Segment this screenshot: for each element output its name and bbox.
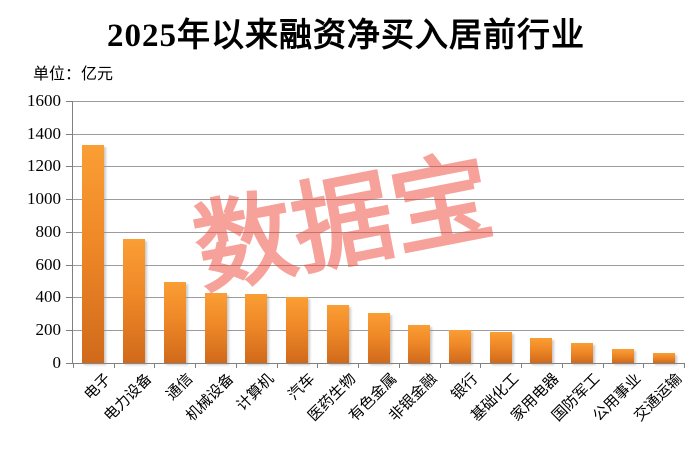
y-axis-label: 1600 bbox=[27, 91, 61, 110]
gridline bbox=[73, 232, 684, 233]
bar-10 bbox=[449, 330, 471, 363]
y-axis-tick bbox=[66, 297, 73, 298]
x-axis-label: 电子 bbox=[81, 370, 115, 404]
x-axis-tick bbox=[317, 363, 318, 368]
bar-7 bbox=[327, 305, 349, 363]
gridline bbox=[73, 265, 684, 266]
x-axis-tick bbox=[480, 363, 481, 368]
gridline bbox=[73, 166, 684, 167]
y-axis-tick bbox=[66, 101, 73, 102]
y-axis-tick bbox=[66, 134, 73, 135]
y-axis-label: 0 bbox=[52, 353, 62, 372]
x-axis-tick bbox=[236, 363, 237, 368]
bar-15 bbox=[653, 353, 675, 363]
y-axis-label: 800 bbox=[35, 222, 62, 241]
bar-1 bbox=[82, 145, 104, 363]
x-axis-tick bbox=[195, 363, 196, 368]
bar-13 bbox=[571, 343, 593, 363]
bar-8 bbox=[368, 313, 390, 363]
bar-2 bbox=[123, 239, 145, 363]
plot-area: 0 200 400 600 800 1000 1200 1400 1600 电子 电力设备 通信 机械… bbox=[27, 92, 685, 425]
gridline bbox=[73, 199, 684, 200]
x-axis-tick bbox=[277, 363, 278, 368]
bar-9 bbox=[408, 325, 430, 363]
bar-11 bbox=[490, 332, 512, 363]
y-axis-label: 200 bbox=[35, 320, 62, 339]
x-axis-tick bbox=[684, 363, 685, 368]
x-axis-tick bbox=[521, 363, 522, 368]
x-axis-tick bbox=[440, 363, 441, 368]
y-axis-tick bbox=[66, 265, 73, 266]
bar-14 bbox=[612, 349, 634, 363]
bar-4 bbox=[205, 293, 227, 363]
y-axis-label: 400 bbox=[35, 287, 62, 306]
x-axis-tick bbox=[562, 363, 563, 368]
y-axis-tick bbox=[66, 232, 73, 233]
x-axis-tick bbox=[358, 363, 359, 368]
gridline bbox=[73, 297, 684, 298]
y-axis-label: 1200 bbox=[27, 156, 61, 175]
x-axis-tick bbox=[73, 363, 74, 368]
y-axis-label: 1000 bbox=[27, 189, 61, 208]
y-axis-tick bbox=[66, 363, 73, 364]
bar-6 bbox=[286, 297, 308, 363]
bar-3 bbox=[164, 282, 186, 363]
bar-12 bbox=[530, 338, 552, 363]
y-axis-tick bbox=[66, 199, 73, 200]
x-axis-tick bbox=[643, 363, 644, 368]
chart-title: 2025年以来融资净买入居前行业 bbox=[107, 18, 585, 54]
y-axis-tick bbox=[66, 330, 73, 331]
bar-5 bbox=[245, 294, 267, 363]
x-axis-tick bbox=[114, 363, 115, 368]
y-axis-label: 1400 bbox=[27, 124, 61, 143]
x-axis-tick bbox=[399, 363, 400, 368]
gridline bbox=[73, 101, 684, 102]
gridline bbox=[73, 134, 684, 135]
unit-label: 单位：亿元 bbox=[33, 66, 114, 83]
x-axis-tick bbox=[603, 363, 604, 368]
y-axis-tick bbox=[66, 166, 73, 167]
x-axis-tick bbox=[154, 363, 155, 368]
y-axis-label: 600 bbox=[35, 255, 62, 274]
